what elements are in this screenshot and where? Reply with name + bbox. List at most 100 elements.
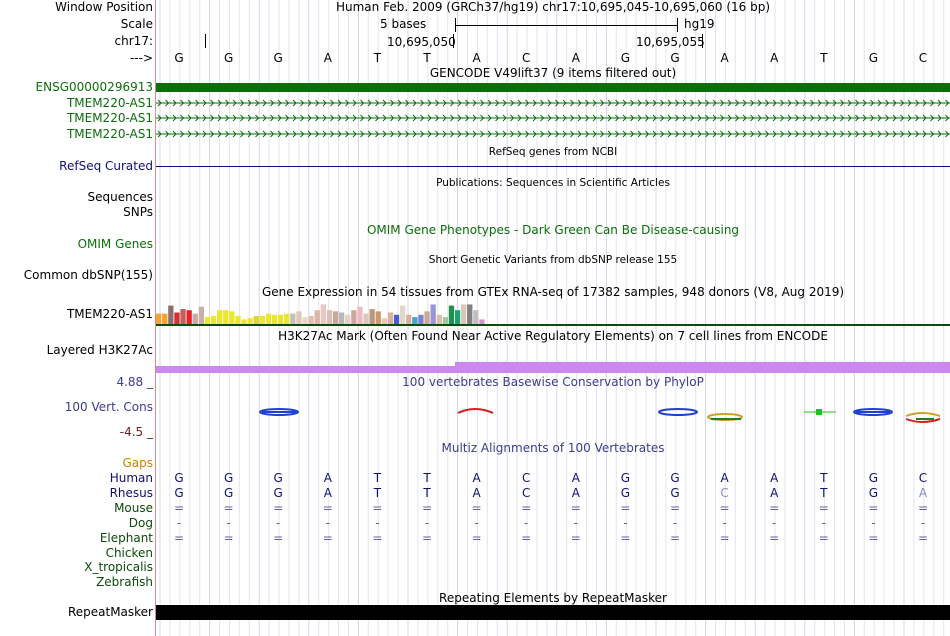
gtex-tissue-bar[interactable] bbox=[204, 317, 211, 324]
multiz-base: - bbox=[474, 515, 479, 530]
gencode-item-0[interactable]: ENSG00000296913 bbox=[35, 80, 153, 94]
gtex-tissue-bar[interactable] bbox=[302, 317, 308, 324]
gtex-tissue-bar[interactable] bbox=[210, 315, 217, 324]
gtex-tissue-bar[interactable] bbox=[314, 310, 320, 324]
gtex-tissue-bar[interactable] bbox=[271, 314, 278, 324]
gtex-tissue-bar[interactable] bbox=[308, 315, 314, 324]
gtex-tissue-bar[interactable] bbox=[357, 306, 363, 324]
repeatmasker-label[interactable]: RepeatMasker bbox=[67, 605, 153, 619]
gtex-tissue-bar[interactable] bbox=[375, 311, 381, 324]
refseq-line[interactable] bbox=[156, 166, 950, 167]
h3k27ac-signal-high[interactable] bbox=[455, 362, 950, 366]
gencode-gene-bar-0[interactable] bbox=[156, 83, 950, 92]
gencode-item-1[interactable]: TMEM220-AS1 bbox=[66, 96, 153, 110]
gtex-tissue-bar[interactable] bbox=[156, 313, 162, 324]
gtex-tissue-bar[interactable] bbox=[424, 311, 430, 324]
gencode-title[interactable]: GENCODE V49lift37 (9 items filtered out) bbox=[429, 66, 677, 80]
conservation-title[interactable]: 100 vertebrates Basewise Conservation by… bbox=[402, 375, 704, 389]
multiz-species-zebrafish[interactable]: Zebrafish bbox=[96, 575, 153, 590]
gtex-expression-bars[interactable] bbox=[156, 300, 950, 326]
gencode-item-2[interactable]: TMEM220-AS1 bbox=[66, 111, 153, 125]
multiz-title[interactable]: Multiz Alignments of 100 Vertebrates bbox=[441, 441, 665, 455]
multiz-species-elephant[interactable]: Elephant bbox=[99, 530, 153, 545]
gtex-tissue-bar[interactable] bbox=[339, 312, 345, 325]
gtex-tissue-bar[interactable] bbox=[442, 317, 448, 324]
gtex-tissue-bar[interactable] bbox=[235, 315, 241, 324]
conservation-logos[interactable] bbox=[156, 402, 950, 428]
gencode-transcript-2[interactable] bbox=[156, 112, 950, 124]
gtex-tissue-bar[interactable] bbox=[162, 313, 168, 324]
gtex-tissue-bar[interactable] bbox=[259, 315, 265, 324]
gtex-tissue-bar[interactable] bbox=[448, 305, 455, 324]
gtex-tissue-bar[interactable] bbox=[168, 305, 174, 324]
gtex-tissue-bar[interactable] bbox=[198, 306, 204, 324]
gtex-tissue-bar[interactable] bbox=[265, 313, 272, 324]
repeatmasker-block[interactable] bbox=[156, 605, 950, 620]
gtex-tissue-bar[interactable] bbox=[430, 304, 436, 324]
gtex-tissue-bar[interactable] bbox=[381, 318, 387, 324]
gtex-tissue-bar[interactable] bbox=[387, 312, 394, 325]
gtex-label[interactable]: TMEM220-AS1 bbox=[66, 307, 153, 321]
gtex-tissue-bar[interactable] bbox=[418, 314, 424, 324]
gtex-tissue-bar[interactable] bbox=[326, 310, 333, 324]
gtex-tissue-bar[interactable] bbox=[412, 317, 418, 324]
conservation-label[interactable]: 100 Vert. Cons bbox=[64, 400, 153, 414]
multiz-base: T bbox=[820, 471, 828, 485]
gtex-tissue-bar[interactable] bbox=[290, 313, 296, 324]
repeatmasker-title[interactable]: Repeating Elements by RepeatMasker bbox=[439, 591, 667, 605]
gencode-item-3[interactable]: TMEM220-AS1 bbox=[66, 127, 153, 141]
gtex-tissue-bar[interactable] bbox=[229, 311, 235, 324]
multiz-species-rhesus[interactable]: Rhesus bbox=[109, 485, 153, 500]
gtex-tissue-bar[interactable] bbox=[241, 319, 247, 324]
dbsnp-title[interactable]: Short Genetic Variants from dbSNP releas… bbox=[428, 254, 678, 266]
omim-title[interactable]: OMIM Gene Phenotypes - Dark Green Can Be… bbox=[366, 223, 740, 237]
h3k27ac-label[interactable]: Layered H3K27Ac bbox=[46, 343, 153, 357]
omim-label[interactable]: OMIM Genes bbox=[77, 237, 153, 251]
gtex-tissue-bar[interactable] bbox=[217, 310, 223, 324]
gtex-tissue-bar[interactable] bbox=[247, 318, 253, 324]
gtex-tissue-bar[interactable] bbox=[461, 304, 467, 324]
gtex-tissue-bar[interactable] bbox=[332, 311, 339, 324]
publications-label-sequences[interactable]: Sequences bbox=[87, 190, 153, 204]
gtex-tissue-bar[interactable] bbox=[351, 310, 357, 324]
gtex-title[interactable]: Gene Expression in 54 tissues from GTEx … bbox=[261, 285, 845, 299]
multiz-species-chicken[interactable]: Chicken bbox=[105, 545, 153, 560]
gtex-tissue-bar[interactable] bbox=[180, 309, 186, 324]
multiz-species-x_tropicalis[interactable]: X_tropicalis bbox=[84, 560, 153, 575]
gtex-tissue-bar[interactable] bbox=[479, 319, 485, 324]
gtex-tissue-bar[interactable] bbox=[400, 305, 406, 324]
refseq-label[interactable]: RefSeq Curated bbox=[59, 159, 153, 173]
gtex-tissue-bar[interactable] bbox=[186, 310, 192, 324]
multiz-species-dog[interactable]: Dog bbox=[128, 515, 153, 530]
label-column-separator bbox=[155, 0, 156, 636]
gtex-tissue-bar[interactable] bbox=[320, 304, 326, 324]
gtex-tissue-bar[interactable] bbox=[454, 310, 461, 324]
gtex-tissue-bar[interactable] bbox=[296, 311, 302, 324]
gtex-tissue-bar[interactable] bbox=[284, 313, 290, 324]
multiz-species-human[interactable]: Human bbox=[109, 471, 153, 485]
gtex-tissue-bar[interactable] bbox=[223, 310, 229, 324]
gtex-tissue-bar[interactable] bbox=[192, 313, 198, 324]
gtex-tissue-bar[interactable] bbox=[406, 314, 412, 324]
gtex-tissue-bar[interactable] bbox=[467, 304, 473, 324]
multiz-gaps-label[interactable]: Gaps bbox=[122, 456, 153, 470]
gtex-tissue-bar[interactable] bbox=[436, 314, 442, 324]
dbsnp-label[interactable]: Common dbSNP(155) bbox=[23, 268, 153, 282]
gtex-tissue-bar[interactable] bbox=[369, 309, 375, 324]
gtex-tissue-bar[interactable] bbox=[393, 314, 400, 324]
gtex-tissue-bar[interactable] bbox=[174, 312, 180, 325]
refseq-title[interactable]: RefSeq genes from NCBI bbox=[488, 146, 618, 158]
gtex-tissue-bar[interactable] bbox=[473, 310, 479, 324]
gtex-tissue-bar[interactable] bbox=[253, 315, 259, 324]
gtex-tissue-bar[interactable] bbox=[345, 314, 351, 324]
cons-logo-a bbox=[457, 408, 494, 414]
publications-label-snps[interactable]: SNPs bbox=[123, 205, 153, 219]
gencode-transcript-1[interactable] bbox=[156, 97, 950, 109]
h3k27ac-signal[interactable] bbox=[156, 366, 950, 373]
gencode-transcript-3[interactable] bbox=[156, 128, 950, 140]
publications-title[interactable]: Publications: Sequences in Scientific Ar… bbox=[436, 177, 670, 189]
gtex-tissue-bar[interactable] bbox=[278, 314, 284, 324]
h3k27ac-title[interactable]: H3K27Ac Mark (Often Found Near Active Re… bbox=[278, 329, 828, 343]
gtex-tissue-bar[interactable] bbox=[363, 313, 369, 324]
multiz-species-mouse[interactable]: Mouse bbox=[114, 500, 153, 515]
